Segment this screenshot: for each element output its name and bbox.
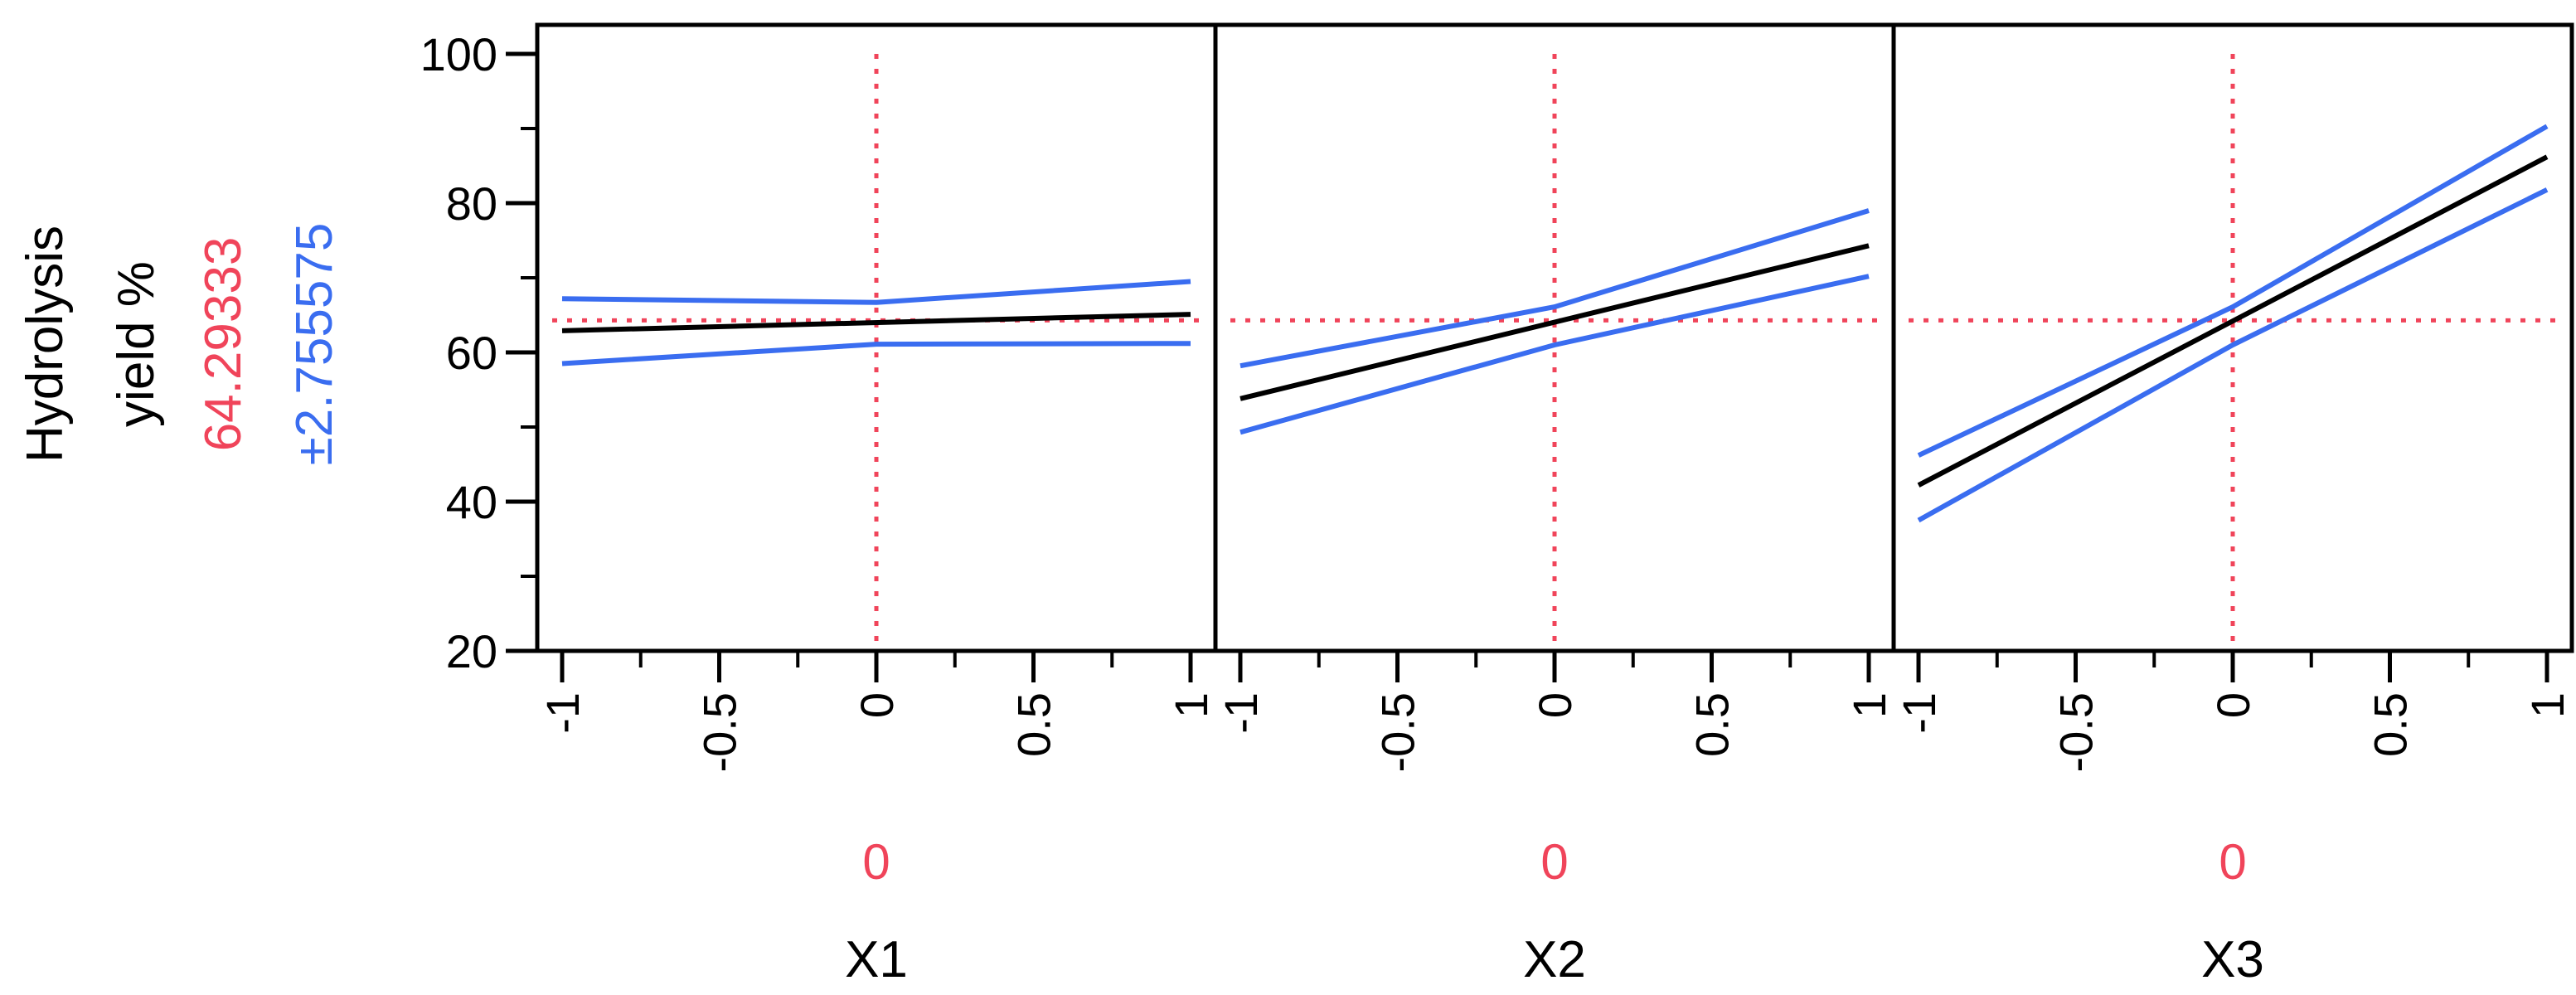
y-tick-label: 60 xyxy=(446,327,497,379)
x-tick-label: -1 xyxy=(1215,692,1267,734)
x-tick-label: 0 xyxy=(1529,692,1581,718)
current-x-value[interactable]: 0 xyxy=(862,834,890,890)
profile-panel-x3: -1 -0.5 0 0.5 1 0 X3 xyxy=(1891,22,2574,988)
factor-name: X1 xyxy=(845,931,908,988)
x-tick-label: -1 xyxy=(1893,692,1945,734)
confidence-interval-value: ±2.755575 xyxy=(286,223,343,466)
response-label-block: Hydrolysis yield % 64.29333 ±2.755575 xyxy=(17,223,343,466)
profile-panel-x2: -1 -0.5 0 0.5 1 0 X2 xyxy=(1213,22,1896,988)
x-tick-label: 0.5 xyxy=(1008,692,1060,757)
y-axis: 20 40 60 80 100 xyxy=(420,28,537,677)
prediction-line xyxy=(561,312,1191,333)
x-tick-label: -1 xyxy=(536,692,589,734)
y-tick-label: 100 xyxy=(420,28,497,80)
upper-confidence-line xyxy=(561,279,1191,305)
factor-name: X3 xyxy=(2201,931,2264,988)
lower-confidence-line xyxy=(1917,187,2549,523)
response-name-line1: Hydrolysis xyxy=(17,226,74,463)
y-tick-label: 20 xyxy=(446,625,497,677)
x-tick-label: 1 xyxy=(1843,692,1895,718)
x-tick-label: 0 xyxy=(2207,692,2259,718)
profile-panel-x1: -1 -0.5 0 0.5 1 0 X1 xyxy=(535,22,1218,988)
y-tick-label: 40 xyxy=(446,476,497,528)
current-x-value[interactable]: 0 xyxy=(2219,834,2246,890)
upper-confidence-line xyxy=(1917,124,2549,458)
x-tick-label: -0.5 xyxy=(1372,692,1424,773)
upper-confidence-line xyxy=(1239,208,1870,369)
y-tick-label: 80 xyxy=(446,177,497,230)
x-tick-label: 1 xyxy=(1165,692,1217,718)
prediction-line xyxy=(1239,243,1870,401)
x-tick-label: 0.5 xyxy=(2365,692,2417,757)
x-tick-label: -0.5 xyxy=(2050,692,2103,773)
lower-confidence-line xyxy=(1239,274,1870,435)
lower-confidence-line xyxy=(561,341,1191,366)
current-x-value[interactable]: 0 xyxy=(1540,834,1568,890)
x-tick-label: 1 xyxy=(2521,692,2574,718)
factor-name: X2 xyxy=(1523,931,1586,988)
response-name-line2: yield % xyxy=(108,261,165,427)
x-tick-label: 0 xyxy=(851,692,903,718)
x-tick-label: 0.5 xyxy=(1686,692,1739,757)
prediction-line xyxy=(1917,154,2549,488)
current-response-value[interactable]: 64.29333 xyxy=(195,237,252,452)
x-tick-label: -0.5 xyxy=(694,692,746,773)
